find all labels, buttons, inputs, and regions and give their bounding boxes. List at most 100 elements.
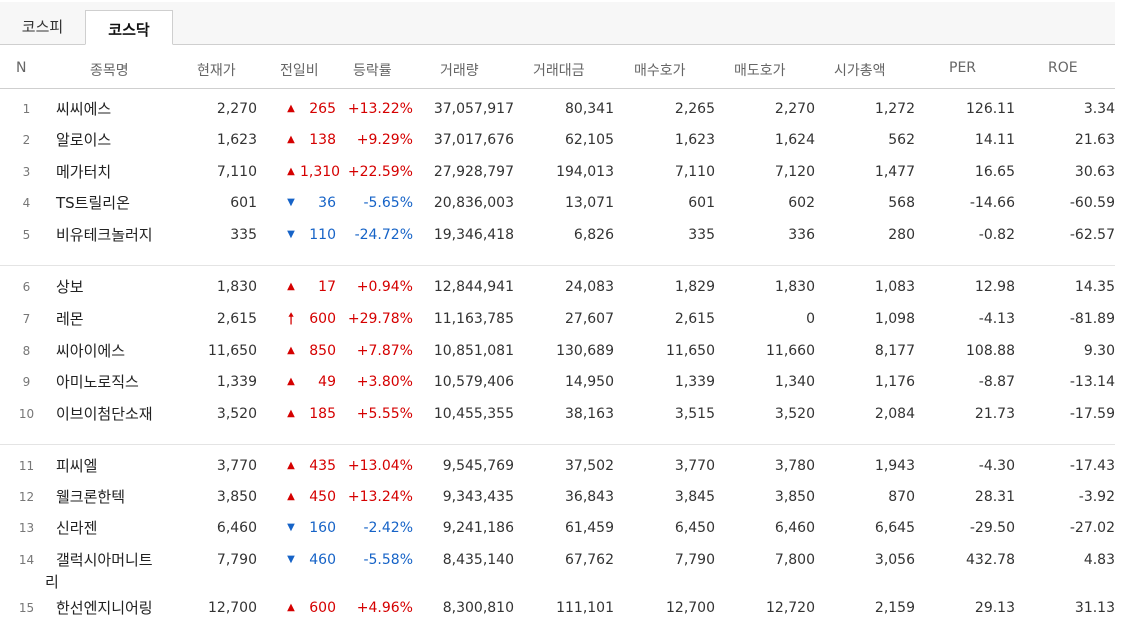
current-price: 3,770 xyxy=(216,458,257,474)
table-row[interactable]: 14 갤럭시아머니트 7,790 ▼ 460 -5.58% 8,435,140 67,762 7… xyxy=(0,546,1115,574)
roe-value: 3.34 xyxy=(1083,101,1115,117)
stock-name[interactable]: 알로이스 xyxy=(56,131,112,149)
roe-value: 21.63 xyxy=(1074,132,1115,148)
change-rate: +13.04% xyxy=(347,458,413,474)
trade-volume: 8,435,140 xyxy=(442,552,514,568)
change-arrow-icon: ▼ xyxy=(287,554,295,565)
bid-price: 2,265 xyxy=(674,101,715,117)
price-change: 450 xyxy=(309,489,336,505)
roe-value: -62.57 xyxy=(1069,227,1115,243)
price-change: 49 xyxy=(318,374,336,390)
stock-name[interactable]: 한선엔지니어링 xyxy=(56,599,153,617)
change-arrow-icon: ▲ xyxy=(287,134,295,145)
stock-rank: 15 xyxy=(18,601,35,615)
trade-volume: 9,241,186 xyxy=(442,520,514,536)
change-arrow-icon: ▲ xyxy=(287,166,295,177)
market-cap: 8,177 xyxy=(874,343,915,359)
per-value: 29.13 xyxy=(974,600,1015,616)
current-price: 1,830 xyxy=(216,279,257,295)
per-value: 432.78 xyxy=(966,552,1015,568)
stock-name[interactable]: 레몬 xyxy=(56,310,84,328)
stock-rank: 1 xyxy=(22,102,31,116)
current-price: 1,339 xyxy=(216,374,257,390)
bid-price: 12,700 xyxy=(666,600,715,616)
header-price: 현재가 xyxy=(197,63,236,79)
ask-price: 12,720 xyxy=(766,600,815,616)
trade-amount: 6,826 xyxy=(573,227,614,243)
tab-kosdaq[interactable]: 코스닥 xyxy=(85,10,173,45)
trade-volume: 11,163,785 xyxy=(433,311,514,327)
table-row[interactable]: 6 상보 1,830 ▲ 17 +0.94% 12,844,941 24,083 1,829 1,… xyxy=(0,273,1115,301)
table-row[interactable]: 4 TS트릴리온 601 ▼ 36 -5.65% 20,836,003 13,071 601 60… xyxy=(0,189,1115,217)
trade-amount: 80,341 xyxy=(565,101,614,117)
price-change: 435 xyxy=(309,458,336,474)
roe-value: -3.92 xyxy=(1078,489,1115,505)
table-row[interactable]: 1 씨씨에스 2,270 ▲ 265 +13.22% 37,057,917 80,341 2,2… xyxy=(0,95,1115,123)
table-row[interactable]: 8 씨아이에스 11,650 ▲ 850 +7.87% 10,851,081 130,689 1… xyxy=(0,337,1115,365)
stock-name[interactable]: 비유테크놀러지 xyxy=(56,226,153,244)
group-divider xyxy=(0,265,1115,266)
ask-price: 11,660 xyxy=(766,343,815,359)
table-row[interactable]: 11 피씨엘 3,770 ▲ 435 +13.04% 9,545,769 37,502 3,77… xyxy=(0,452,1115,480)
table-row[interactable]: 10 이브이첨단소재 3,520 ▲ 185 +5.55% 10,455,355 38,163… xyxy=(0,400,1115,428)
price-change: 17 xyxy=(318,279,336,295)
roe-value: -27.02 xyxy=(1069,520,1115,536)
stock-name[interactable]: 이브이첨단소재 xyxy=(56,405,153,423)
stock-rank: 8 xyxy=(22,344,31,358)
stock-rank: 10 xyxy=(18,407,35,421)
table-row[interactable]: 2 알로이스 1,623 ▲ 138 +9.29% 37,017,676 62,105 1,62… xyxy=(0,126,1115,154)
current-price: 7,110 xyxy=(216,164,257,180)
market-cap: 280 xyxy=(888,227,915,243)
change-rate: -2.42% xyxy=(363,520,413,536)
ask-price: 0 xyxy=(806,311,815,327)
table-row[interactable]: 3 메가터치 7,110 ▲ 1,310 +22.59% 27,928,797 194,013… xyxy=(0,158,1115,186)
trade-amount: 130,689 xyxy=(556,343,614,359)
roe-value: 9.30 xyxy=(1083,343,1115,359)
market-tabs: 코스피 코스닥 xyxy=(0,2,1115,45)
stock-name[interactable]: 신라젠 xyxy=(56,519,98,537)
change-rate: +4.96% xyxy=(356,600,413,616)
change-arrow-icon: ▲ xyxy=(287,602,295,613)
per-value: 126.11 xyxy=(966,101,1015,117)
per-value: 108.88 xyxy=(966,343,1015,359)
header-amount: 거래대금 xyxy=(533,63,585,79)
table-row[interactable]: 15 한선엔지니어링 12,700 ▲ 600 +4.96% 8,300,810 111,10… xyxy=(0,594,1115,622)
stock-name[interactable]: 씨아이에스 xyxy=(56,342,126,360)
stock-name[interactable]: TS트릴리온 xyxy=(56,194,130,212)
stock-rank: 5 xyxy=(22,228,31,242)
stock-rank: 14 xyxy=(18,553,35,567)
market-cap: 562 xyxy=(888,132,915,148)
stock-name[interactable]: 메가터치 xyxy=(56,163,112,181)
per-value: 12.98 xyxy=(974,279,1015,295)
bid-price: 1,623 xyxy=(674,132,715,148)
tab-kospi[interactable]: 코스피 xyxy=(21,18,64,36)
table-row[interactable]: 5 비유테크놀러지 335 ▼ 110 -24.72% 19,346,418 6,826 335… xyxy=(0,221,1115,249)
change-arrow-icon: ▲ xyxy=(287,345,295,356)
table-row[interactable]: 13 신라젠 6,460 ▼ 160 -2.42% 9,241,186 61,459 6,450… xyxy=(0,514,1115,542)
bid-price: 11,650 xyxy=(666,343,715,359)
stock-rank: 7 xyxy=(22,312,31,326)
roe-value: -17.59 xyxy=(1069,406,1115,422)
stock-name[interactable]: 씨씨에스 xyxy=(56,100,112,118)
current-price: 6,460 xyxy=(216,520,257,536)
price-change: 36 xyxy=(318,195,336,211)
roe-value: -17.43 xyxy=(1069,458,1115,474)
per-value: -29.50 xyxy=(969,520,1015,536)
stock-name[interactable]: 상보 xyxy=(56,278,84,296)
trade-volume: 37,057,917 xyxy=(433,101,514,117)
per-value: 21.73 xyxy=(974,406,1015,422)
table-row[interactable]: 9 아미노로직스 1,339 ▲ 49 +3.80% 10,579,406 14,950 1,3… xyxy=(0,368,1115,396)
bid-price: 1,339 xyxy=(674,374,715,390)
change-arrow-icon: ▲ xyxy=(287,491,295,502)
bid-price: 335 xyxy=(688,227,715,243)
stock-name-wrap: 리 xyxy=(45,573,59,591)
trade-volume: 37,017,676 xyxy=(433,132,514,148)
table-row[interactable]: 7 레몬 2,615 🠕 600 +29.78% 11,163,785 27,607 2,615… xyxy=(0,305,1115,333)
stock-name[interactable]: 아미노로직스 xyxy=(56,373,139,391)
stock-name[interactable]: 웰크론한텍 xyxy=(56,488,126,506)
per-value: -0.82 xyxy=(978,227,1015,243)
table-row[interactable]: 12 웰크론한텍 3,850 ▲ 450 +13.24% 9,343,435 36,843 3,… xyxy=(0,483,1115,511)
stock-name[interactable]: 갤럭시아머니트 xyxy=(56,551,153,569)
ask-price: 1,624 xyxy=(774,132,815,148)
stock-name[interactable]: 피씨엘 xyxy=(56,457,98,475)
